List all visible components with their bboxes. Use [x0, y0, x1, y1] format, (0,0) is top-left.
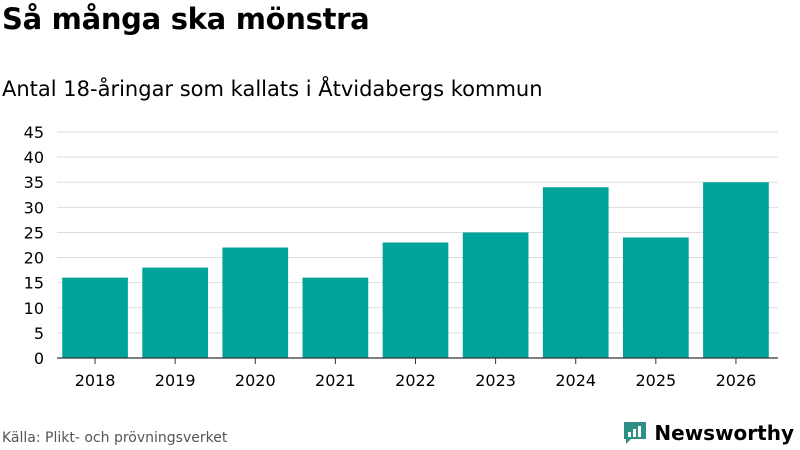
bar-2018 — [62, 277, 128, 358]
x-tick-label: 2022 — [395, 371, 436, 390]
x-tick-label: 2018 — [75, 371, 116, 390]
x-tick-label: 2021 — [315, 371, 356, 390]
x-tick-label: 2023 — [475, 371, 516, 390]
chart-subtitle: Antal 18-åringar som kallats i Åtvidaber… — [2, 77, 543, 101]
brand-logo: Newsworthy — [622, 420, 794, 446]
bar-2024 — [542, 187, 609, 358]
x-tick-label: 2024 — [555, 371, 596, 390]
bars — [62, 182, 769, 358]
y-tick-label: 45 — [24, 123, 44, 142]
x-tick-label: 2026 — [716, 371, 757, 390]
newsworthy-logo-icon — [624, 422, 647, 444]
y-tick-label: 20 — [24, 249, 44, 268]
y-tick-label: 35 — [24, 173, 44, 192]
x-tick-label: 2019 — [155, 371, 196, 390]
source-note: Källa: Plikt- och prövningsverket — [2, 430, 228, 446]
bar-2026 — [703, 182, 769, 358]
chart-title: Så många ska mönstra — [2, 2, 370, 36]
y-tick-label: 5 — [34, 324, 44, 343]
x-axis — [57, 357, 778, 364]
bar-2025 — [622, 237, 689, 358]
y-tick-label: 40 — [24, 148, 44, 167]
x-tick-label: 2025 — [635, 371, 676, 390]
y-tick-label: 25 — [24, 223, 44, 242]
x-tick-label: 2020 — [235, 371, 276, 390]
y-tick-label: 10 — [24, 299, 44, 318]
bar-2022 — [382, 242, 449, 358]
y-tick-label: 15 — [24, 274, 44, 293]
brand-name: Newsworthy — [654, 421, 794, 445]
y-tick-label: 30 — [24, 198, 44, 217]
y-tick-label: 0 — [34, 349, 44, 368]
bar-2020 — [222, 247, 289, 358]
y-axis-ticks: 0 5 10 15 20 25 30 35 40 45 — [24, 123, 44, 368]
bar-2021 — [302, 277, 369, 358]
x-axis-ticks: 2018 2019 2020 2021 2022 2023 2024 2025 2026 — [75, 371, 757, 390]
bar-2023 — [462, 232, 529, 358]
bar-2019 — [142, 267, 209, 358]
